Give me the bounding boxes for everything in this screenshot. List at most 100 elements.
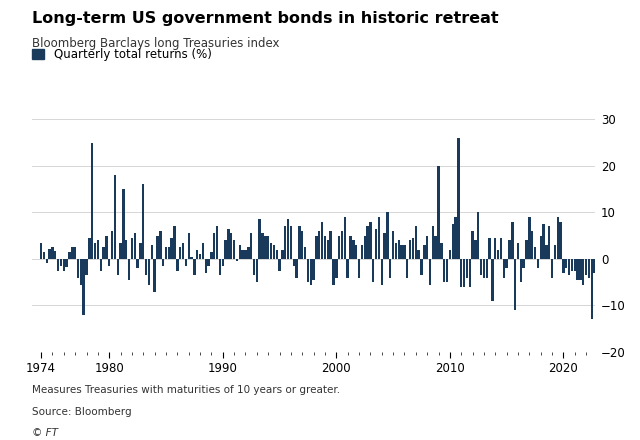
Bar bbox=[525, 240, 528, 259]
Bar bbox=[375, 229, 377, 259]
Bar bbox=[386, 213, 388, 259]
Bar bbox=[548, 226, 550, 259]
Bar bbox=[488, 238, 491, 259]
Bar bbox=[318, 231, 321, 259]
Bar bbox=[477, 213, 479, 259]
Bar bbox=[364, 236, 366, 259]
Bar bbox=[91, 143, 93, 259]
Bar bbox=[412, 238, 414, 259]
Bar bbox=[557, 217, 559, 259]
Bar bbox=[275, 249, 278, 259]
Bar bbox=[591, 259, 593, 319]
Bar bbox=[588, 259, 590, 278]
Bar bbox=[316, 236, 317, 259]
Bar bbox=[116, 259, 119, 275]
Bar bbox=[568, 259, 570, 275]
Bar bbox=[142, 184, 145, 259]
Bar bbox=[593, 259, 596, 273]
Bar bbox=[582, 259, 584, 285]
Bar bbox=[270, 242, 272, 259]
Bar bbox=[457, 138, 460, 259]
Bar bbox=[159, 231, 161, 259]
Bar bbox=[71, 247, 74, 259]
Bar bbox=[514, 259, 516, 310]
Bar bbox=[474, 240, 477, 259]
Bar bbox=[255, 259, 258, 282]
Bar bbox=[77, 259, 79, 278]
Bar bbox=[164, 247, 167, 259]
Bar bbox=[545, 245, 548, 259]
Bar bbox=[324, 236, 326, 259]
Bar bbox=[460, 259, 463, 287]
Bar bbox=[148, 259, 150, 285]
Bar bbox=[395, 242, 397, 259]
Bar bbox=[54, 250, 56, 259]
Bar bbox=[102, 247, 105, 259]
Bar bbox=[267, 236, 269, 259]
Bar bbox=[454, 217, 457, 259]
Bar bbox=[199, 254, 201, 259]
Text: Bloomberg Barclays long Treasuries index: Bloomberg Barclays long Treasuries index bbox=[32, 37, 280, 51]
Bar bbox=[508, 240, 511, 259]
Bar bbox=[97, 240, 99, 259]
Bar bbox=[466, 259, 468, 278]
Bar bbox=[340, 231, 343, 259]
Bar bbox=[63, 259, 65, 271]
Bar bbox=[403, 245, 406, 259]
Bar bbox=[437, 166, 440, 259]
Bar bbox=[321, 222, 323, 259]
Bar bbox=[193, 259, 196, 275]
Bar bbox=[287, 220, 289, 259]
Bar bbox=[573, 259, 576, 271]
Bar bbox=[188, 233, 190, 259]
Bar bbox=[108, 259, 111, 266]
Bar bbox=[449, 249, 451, 259]
Bar bbox=[352, 240, 355, 259]
Bar bbox=[236, 259, 238, 261]
Bar bbox=[500, 238, 502, 259]
Bar bbox=[397, 240, 400, 259]
Bar bbox=[338, 236, 340, 259]
Bar bbox=[540, 236, 542, 259]
Bar bbox=[105, 236, 108, 259]
Bar bbox=[326, 240, 329, 259]
Bar bbox=[296, 259, 298, 278]
Bar bbox=[332, 259, 335, 285]
Bar bbox=[301, 231, 303, 259]
Bar bbox=[162, 259, 164, 266]
Bar bbox=[173, 226, 176, 259]
Bar bbox=[310, 259, 312, 285]
Bar bbox=[585, 259, 588, 275]
Bar bbox=[45, 259, 48, 263]
Bar bbox=[372, 259, 374, 282]
Bar bbox=[292, 259, 295, 266]
Bar bbox=[565, 259, 568, 268]
Bar bbox=[230, 233, 232, 259]
Bar bbox=[150, 245, 153, 259]
Bar bbox=[492, 259, 493, 301]
Bar bbox=[559, 222, 562, 259]
Bar bbox=[65, 259, 68, 267]
Bar bbox=[483, 259, 485, 278]
Bar bbox=[290, 226, 292, 259]
Bar bbox=[401, 245, 403, 259]
Bar bbox=[497, 249, 499, 259]
Bar bbox=[122, 189, 125, 259]
Bar bbox=[520, 259, 522, 282]
Bar bbox=[562, 259, 564, 273]
Bar bbox=[378, 217, 380, 259]
Bar bbox=[60, 259, 62, 266]
Text: Measures Treasuries with maturities of 10 years or greater.: Measures Treasuries with maturities of 1… bbox=[32, 385, 340, 395]
Bar bbox=[88, 238, 90, 259]
Bar bbox=[417, 249, 420, 259]
Bar bbox=[369, 222, 372, 259]
Bar bbox=[468, 259, 471, 287]
Bar bbox=[182, 242, 184, 259]
Bar bbox=[534, 247, 536, 259]
Bar bbox=[330, 231, 332, 259]
Bar bbox=[128, 259, 131, 280]
Bar bbox=[383, 233, 386, 259]
Bar bbox=[298, 226, 301, 259]
Bar bbox=[278, 259, 281, 271]
Bar bbox=[111, 231, 113, 259]
